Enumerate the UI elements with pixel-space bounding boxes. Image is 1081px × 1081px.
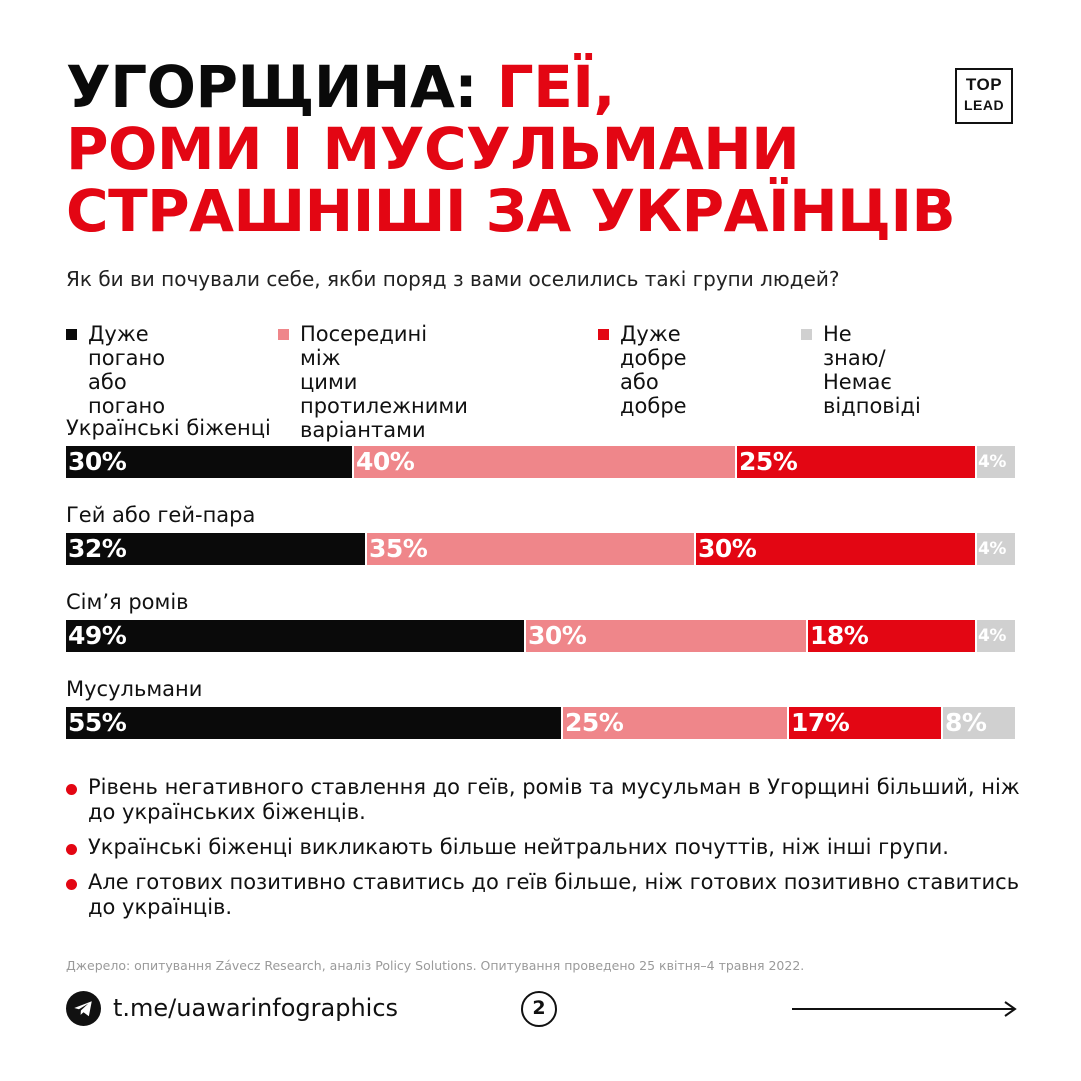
logo-top: TOP (965, 75, 1003, 94)
data-label: 17% (791, 708, 850, 737)
category-label: Гей або гей-пара (66, 503, 256, 527)
category-label: Мусульмани (66, 677, 203, 701)
note-text: Але готових позитивно ставитись до геїв … (88, 870, 1020, 919)
note-item: Українські біженці викликають більше ней… (66, 835, 1026, 860)
stacked-bar: 32% 35% 30% 4% (66, 533, 1015, 565)
bar-segment: 32% (66, 533, 367, 565)
bar-segment: 18% (808, 620, 977, 652)
data-label: 55% (68, 708, 127, 737)
note-item: Рівень негативного ставлення до геїв, ро… (66, 775, 1026, 825)
title-part-country: УГОРЩИНА: (66, 53, 478, 121)
title-line-2: РОМИ І МУСУЛЬМАНИ (66, 115, 800, 183)
legend-swatch (66, 329, 77, 340)
source-note: Джерело: опитування Závecz Research, ана… (66, 958, 805, 973)
notes-list: Рівень негативного ставлення до геїв, ро… (66, 775, 1026, 930)
bar-segment: 40% (354, 446, 737, 478)
note-text: Рівень негативного ставлення до геїв, ро… (88, 775, 1020, 824)
data-label: 8% (945, 708, 987, 737)
data-label: 49% (68, 621, 127, 650)
title-part-highlight: ГЕЇ, (496, 53, 616, 121)
data-label: 25% (739, 447, 798, 476)
data-label: 25% (565, 708, 624, 737)
bar-segment: 4% (977, 446, 1015, 478)
logo-lead: LEAD (963, 97, 1005, 113)
legend-swatch (598, 329, 609, 340)
bullet-dot-icon (66, 844, 77, 855)
next-arrow-icon[interactable] (792, 999, 1018, 1019)
data-label: 4% (978, 626, 1006, 646)
bar-segment: 8% (943, 707, 1015, 739)
bar-segment: 30% (66, 446, 354, 478)
note-item: Але готових позитивно ставитись до геїв … (66, 870, 1026, 920)
bar-segment: 35% (367, 533, 696, 565)
legend-label: Не знаю/ Немає відповіді (823, 322, 921, 418)
category-label: Українські біженці (66, 416, 271, 440)
bar-segment: 4% (977, 620, 1015, 652)
bullet-dot-icon (66, 879, 77, 890)
bar-segment: 55% (66, 707, 563, 739)
legend-label: Дуже добре або добре (620, 322, 687, 418)
bar-segment: 25% (737, 446, 977, 478)
bar-segment: 4% (977, 533, 1015, 565)
note-text: Українські біженці викликають більше ней… (88, 835, 949, 859)
bullet-dot-icon (66, 784, 77, 795)
legend-swatch (278, 329, 289, 340)
top-lead-logo: TOP LEAD (955, 68, 1013, 124)
bar-segment: 30% (696, 533, 977, 565)
stacked-bar: 30% 40% 25% 4% (66, 446, 1015, 478)
telegram-icon[interactable] (66, 991, 101, 1026)
bar-segment: 30% (526, 620, 808, 652)
legend-label: Посередині між цими протилежними варіант… (300, 322, 468, 442)
data-label: 30% (528, 621, 587, 650)
page-number: 2 (521, 991, 557, 1027)
data-label: 4% (978, 452, 1006, 472)
chart-question: Як би ви почували себе, якби поряд з вам… (66, 267, 840, 291)
stacked-bar: 49% 30% 18% 4% (66, 620, 1015, 652)
stacked-bar: 55% 25% 17% 8% (66, 707, 1015, 739)
category-label: Сім’я ромів (66, 590, 189, 614)
data-label: 32% (68, 534, 127, 563)
data-label: 18% (810, 621, 869, 650)
page-title: УГОРЩИНА: ГЕЇ, РОМИ І МУСУЛЬМАНИ СТРАШНІ… (66, 53, 956, 245)
data-label: 40% (356, 447, 415, 476)
legend-label: Дуже погано або погано (88, 322, 166, 418)
data-label: 35% (369, 534, 428, 563)
data-label: 30% (68, 447, 127, 476)
data-label: 4% (978, 539, 1006, 559)
data-label: 30% (698, 534, 757, 563)
bar-segment: 49% (66, 620, 526, 652)
telegram-link[interactable]: t.me/uawarinfographics (113, 994, 399, 1022)
bar-segment: 17% (789, 707, 943, 739)
title-line-3: СТРАШНІШІ ЗА УКРАЇНЦІВ (66, 177, 956, 245)
legend-swatch (801, 329, 812, 340)
bar-segment: 25% (563, 707, 789, 739)
